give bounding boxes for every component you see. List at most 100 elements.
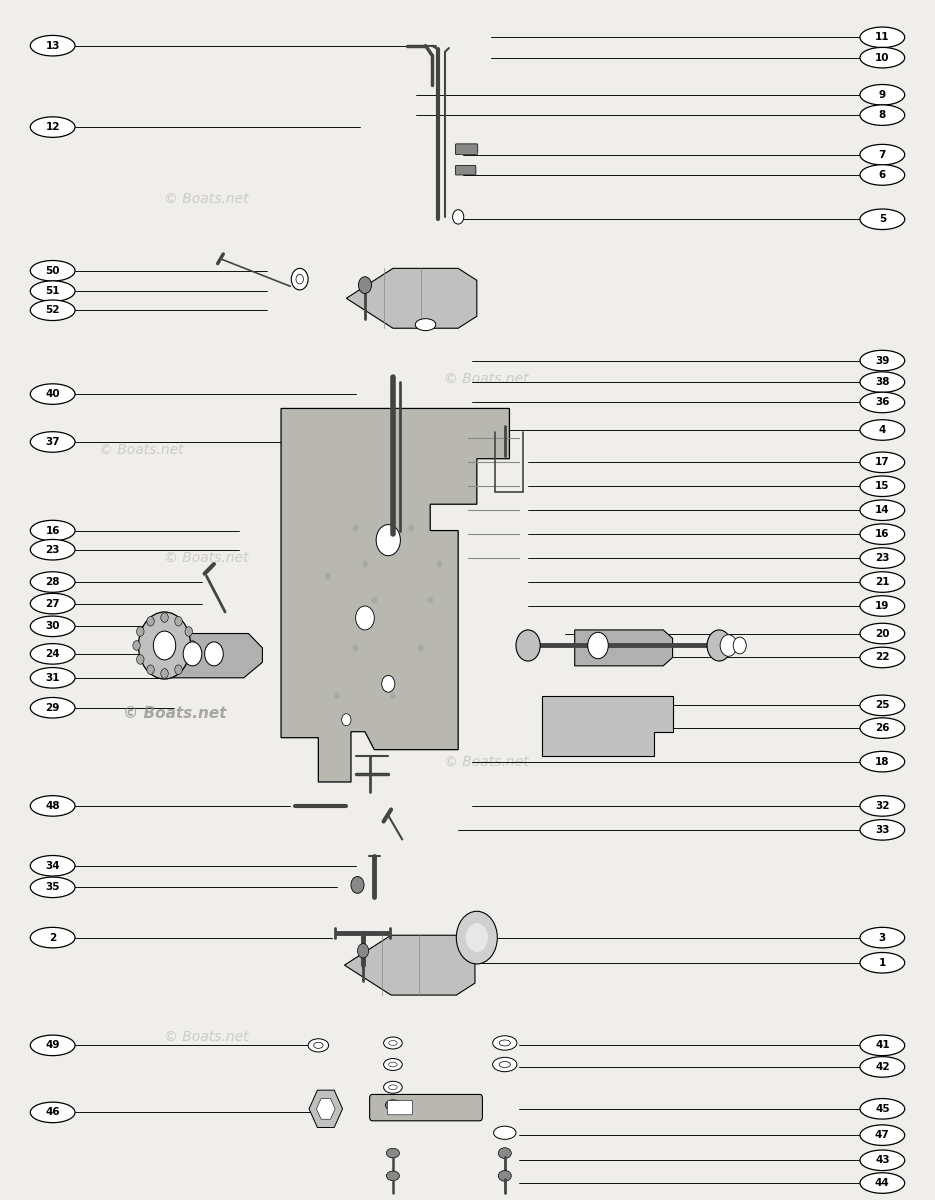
Ellipse shape [30,1036,75,1056]
Circle shape [390,548,396,556]
Text: 30: 30 [46,622,60,631]
Ellipse shape [860,28,905,48]
Text: 28: 28 [46,577,60,587]
Polygon shape [281,408,510,782]
Ellipse shape [389,1085,397,1090]
Text: 9: 9 [879,90,885,100]
Ellipse shape [860,1036,905,1056]
FancyBboxPatch shape [387,1100,412,1115]
Ellipse shape [860,420,905,440]
Circle shape [720,635,737,656]
Ellipse shape [30,384,75,404]
Text: 46: 46 [46,1108,60,1117]
Ellipse shape [493,1036,517,1050]
Ellipse shape [30,36,75,56]
Text: 32: 32 [875,800,889,811]
Circle shape [358,277,371,294]
Circle shape [418,644,424,652]
Polygon shape [542,696,672,756]
Ellipse shape [860,164,905,185]
Text: 49: 49 [46,1040,60,1050]
FancyBboxPatch shape [455,144,478,155]
Circle shape [324,572,330,580]
Ellipse shape [860,953,905,973]
Circle shape [183,642,202,666]
Polygon shape [165,634,263,678]
Text: © Boats.net: © Boats.net [165,192,249,206]
Ellipse shape [30,300,75,320]
Text: 10: 10 [875,53,889,62]
Circle shape [409,524,414,532]
Ellipse shape [860,144,905,164]
Text: 3: 3 [879,932,886,943]
Text: 4: 4 [879,425,886,434]
Circle shape [352,644,358,652]
Ellipse shape [860,104,905,125]
Circle shape [175,617,182,626]
Ellipse shape [860,571,905,593]
Ellipse shape [383,1037,402,1049]
Polygon shape [346,269,477,329]
Text: 20: 20 [875,629,889,638]
Text: © Boats.net: © Boats.net [444,755,528,769]
Ellipse shape [309,1039,328,1052]
Ellipse shape [30,540,75,560]
Circle shape [147,617,154,626]
Circle shape [296,275,304,284]
Text: 38: 38 [875,377,889,388]
Text: 51: 51 [46,286,60,296]
Ellipse shape [860,1150,905,1170]
Text: 47: 47 [875,1130,890,1140]
Text: 25: 25 [875,701,889,710]
Text: © Boats.net: © Boats.net [165,551,249,565]
Circle shape [427,596,433,604]
Ellipse shape [30,697,75,718]
Ellipse shape [498,1147,511,1158]
Circle shape [189,641,196,650]
Circle shape [205,642,223,666]
Ellipse shape [30,667,75,688]
Circle shape [175,665,182,674]
Text: 15: 15 [875,481,889,491]
Ellipse shape [860,350,905,371]
Ellipse shape [860,209,905,229]
Ellipse shape [313,1043,323,1049]
Text: 45: 45 [875,1104,889,1114]
Ellipse shape [383,1058,402,1070]
Text: 7: 7 [879,150,886,160]
Text: 27: 27 [46,599,60,608]
Ellipse shape [860,392,905,413]
Ellipse shape [860,372,905,392]
Circle shape [588,632,609,659]
Circle shape [153,631,176,660]
Ellipse shape [860,796,905,816]
Text: 42: 42 [875,1062,889,1072]
Circle shape [371,596,377,604]
Circle shape [355,606,374,630]
Circle shape [376,524,400,556]
Circle shape [133,641,140,650]
Ellipse shape [30,571,75,593]
Text: 34: 34 [46,860,60,871]
Text: 2: 2 [49,932,56,943]
Ellipse shape [860,718,905,738]
Circle shape [292,269,309,290]
Text: 11: 11 [875,32,889,42]
Ellipse shape [499,1040,511,1046]
Circle shape [352,524,358,532]
Text: 37: 37 [46,437,60,446]
Polygon shape [575,630,672,666]
Circle shape [185,626,193,636]
Ellipse shape [30,281,75,301]
Ellipse shape [860,623,905,643]
Ellipse shape [415,319,436,331]
Circle shape [137,626,144,636]
Circle shape [362,560,367,568]
Ellipse shape [860,647,905,667]
Ellipse shape [30,616,75,637]
Circle shape [341,714,351,726]
Circle shape [707,630,731,661]
Text: 17: 17 [875,457,889,467]
Ellipse shape [30,116,75,137]
Text: 22: 22 [875,653,889,662]
